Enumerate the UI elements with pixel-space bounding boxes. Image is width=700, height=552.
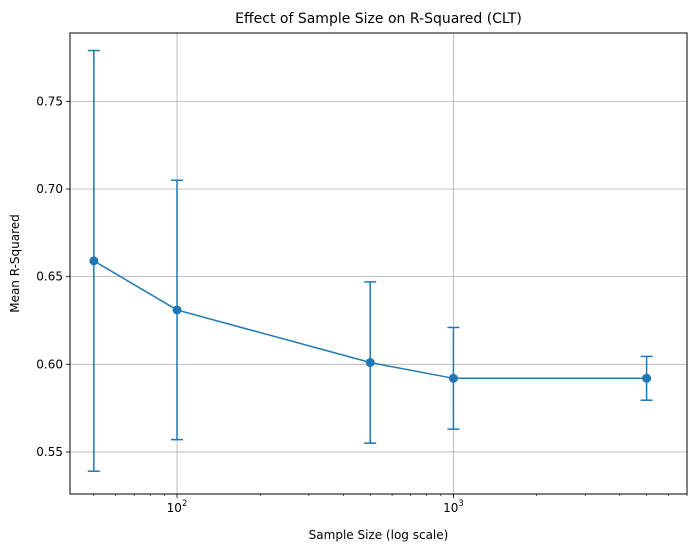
chart-title: Effect of Sample Size on R-Squared (CLT) [235, 11, 522, 27]
y-tick-label: 0.55 [36, 445, 63, 459]
data-point [172, 305, 182, 315]
x-tick-label: 102 [167, 499, 188, 515]
y-tick-label: 0.75 [36, 94, 63, 108]
plot-area-frame [69, 32, 688, 495]
y-tick-label: 0.70 [36, 182, 63, 196]
y-tick-label: 0.60 [36, 357, 63, 371]
y-axis-label: Mean R-Squared [8, 214, 22, 313]
grid-lines [70, 33, 687, 494]
data-series [89, 256, 652, 383]
data-point [642, 373, 652, 383]
data-point [89, 256, 99, 266]
y-tick-label: 0.65 [36, 270, 63, 284]
data-point [448, 373, 458, 383]
axis-ticks: 0.55 0.60 0.65 0.70 0.75 102 103 [36, 94, 688, 515]
x-axis-label: Sample Size (log scale) [309, 528, 449, 542]
x-tick-label: 103 [443, 499, 464, 515]
error-bars [87, 49, 653, 472]
data-point [365, 358, 375, 368]
